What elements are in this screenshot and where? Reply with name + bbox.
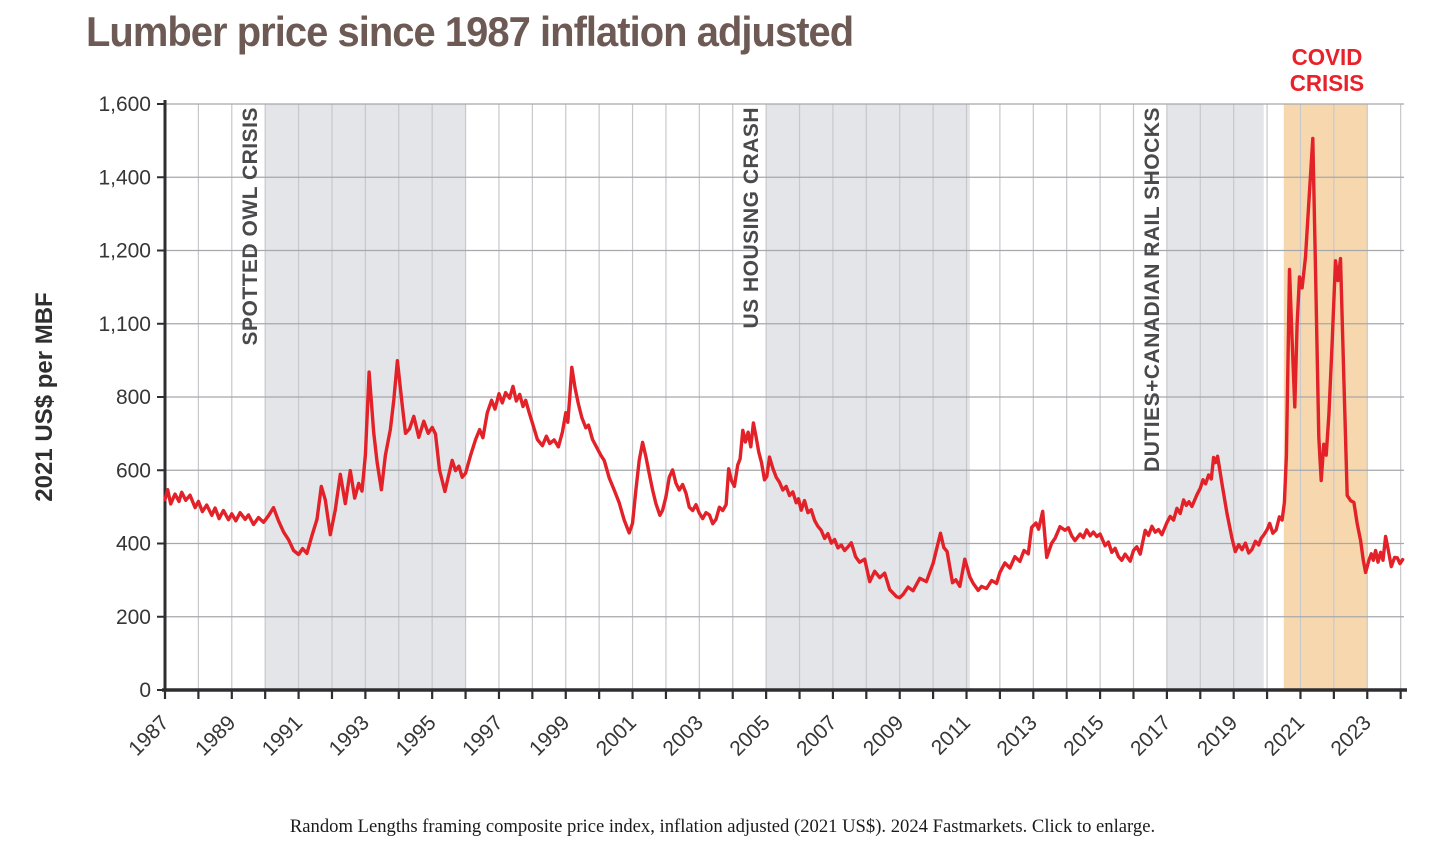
x-tick-label-2007: 2007	[792, 711, 841, 760]
covid-label-line1: COVID	[1291, 44, 1363, 70]
y-tick-label-800: 800	[116, 386, 151, 409]
x-tick-label-2019: 2019	[1193, 711, 1242, 760]
band-label-spotted-owl-crisis: SPOTTED OWL CRISIS	[239, 107, 262, 345]
y-tick-label-0: 0	[139, 679, 151, 702]
plot-area: SPOTTED OWL CRISIS US HOUSING CRASH DUTIES…	[31, 93, 1407, 761]
covid-crisis-band-label: COVID CRISIS	[1290, 44, 1364, 96]
x-tick-label-2015: 2015	[1059, 711, 1108, 760]
covid-label-line2: CRISIS	[1289, 69, 1365, 96]
y-axis-label: 2021 US$ per MBF	[31, 292, 58, 501]
y-tick-label-400: 400	[116, 533, 151, 556]
x-tick-label-2023: 2023	[1327, 711, 1376, 760]
x-tick-label-2021: 2021	[1260, 711, 1309, 760]
x-tick-label-1997: 1997	[458, 711, 507, 760]
band-label-us-housing-crash: US HOUSING CRASH	[740, 107, 763, 329]
chart-title: Lumber price since 1987 inflation adjust…	[86, 8, 854, 55]
x-tick-label-1999: 1999	[525, 711, 574, 760]
x-tick-label-1989: 1989	[191, 711, 240, 760]
x-tick-label-2013: 2013	[993, 711, 1042, 760]
x-tick-label-1987: 1987	[124, 711, 173, 760]
x-tick-label-1995: 1995	[391, 711, 440, 760]
x-tick-label-2011: 2011	[927, 711, 975, 759]
y-tick-label-1-200: 1,200	[98, 240, 151, 263]
x-tick-label-2003: 2003	[659, 711, 708, 760]
x-tick-label-2017: 2017	[1126, 711, 1175, 760]
figure-caption: Random Lengths framing composite price i…	[289, 816, 1156, 837]
price-line	[163, 136, 1405, 600]
y-tick-label-600: 600	[116, 459, 151, 482]
x-tick-label-2005: 2005	[725, 711, 774, 760]
y-tick-label-200: 200	[116, 606, 151, 629]
x-tick-label-2009: 2009	[859, 711, 908, 760]
band-label-duties-canadian-rail-shocks: DUTIES+CANADIAN RAIL SHOCKS	[1141, 107, 1164, 472]
y-tick-label-1-400: 1,400	[98, 166, 151, 189]
y-tick-label-1-600: 1,600	[98, 93, 151, 116]
x-tick-label-1991: 1991	[258, 711, 307, 760]
y-tick-label-1-100: 1,100	[98, 313, 151, 336]
x-tick-label-2001: 2001	[592, 711, 641, 760]
x-tick-label-1993: 1993	[325, 711, 374, 760]
